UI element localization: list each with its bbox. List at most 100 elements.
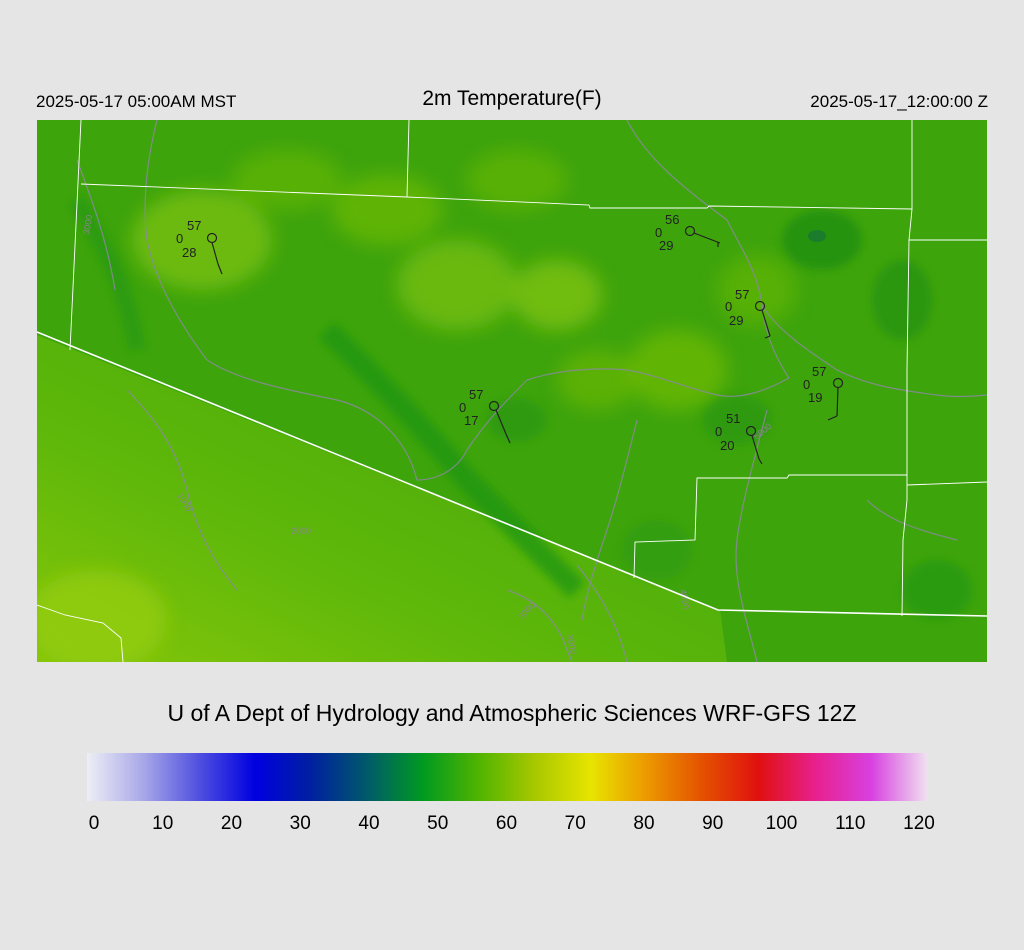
wind-barb bbox=[495, 409, 507, 435]
wind-barb bbox=[836, 387, 839, 417]
temperature-field bbox=[37, 150, 972, 662]
station-temp: 57 bbox=[735, 287, 749, 302]
warm-patch bbox=[467, 150, 567, 210]
warm-patch bbox=[717, 255, 797, 325]
colorbar-tick-label: 60 bbox=[495, 813, 518, 834]
warm-patch bbox=[232, 150, 342, 210]
contour-line bbox=[416, 379, 528, 481]
colorbar-tick-label: 0 bbox=[88, 813, 100, 834]
wind-barb bbox=[211, 242, 219, 265]
station-dewpoint: 17 bbox=[464, 413, 478, 428]
cool-patch bbox=[622, 520, 692, 580]
station-temp: 51 bbox=[726, 411, 740, 426]
wind-barb bbox=[761, 309, 771, 337]
colorbar-tick-label: 20 bbox=[220, 813, 243, 834]
station-cloud: 0 bbox=[655, 225, 662, 240]
county-line bbox=[633, 474, 907, 579]
cool-valley bbox=[319, 322, 585, 598]
station-temp: 57 bbox=[187, 218, 201, 233]
station-dewpoint: 29 bbox=[729, 313, 743, 328]
colorbar-tick-label: 10 bbox=[152, 813, 174, 834]
wind-barb bbox=[217, 263, 223, 275]
county-line bbox=[37, 604, 124, 662]
station-cloud: 0 bbox=[459, 400, 466, 415]
temperature-colorbar bbox=[87, 753, 927, 801]
contour-line bbox=[735, 409, 768, 662]
station-cloud: 0 bbox=[803, 377, 810, 392]
colorbar-tick-label: 110 bbox=[835, 813, 866, 834]
cool-patch bbox=[902, 560, 972, 620]
county-line bbox=[69, 120, 82, 351]
local-time-label: 2025-05-17 05:00AM MST bbox=[36, 92, 237, 111]
cool-patch bbox=[702, 395, 772, 445]
contour-line bbox=[506, 589, 573, 662]
station-plot: 51 0 20 bbox=[715, 411, 763, 465]
station-plot: 57 0 29 bbox=[725, 287, 771, 339]
colorbar-tick-label: 50 bbox=[427, 813, 449, 834]
colorbar-tick-label: 30 bbox=[289, 813, 311, 834]
station-dewpoint: 28 bbox=[182, 245, 196, 260]
wind-barb bbox=[758, 458, 763, 465]
temperature-map: 3000 3000 4000 5000 2000 1000 3000 57 0 … bbox=[37, 120, 987, 662]
warm-patch bbox=[332, 175, 442, 245]
colorbar-tick-label: 40 bbox=[358, 813, 380, 834]
station-plot: 57 0 17 bbox=[459, 387, 511, 444]
station-plot: 57 0 28 bbox=[176, 218, 223, 275]
contour-label: 2000 bbox=[291, 526, 311, 536]
station-plot: 57 0 19 bbox=[803, 364, 844, 421]
station-dewpoint: 19 bbox=[808, 390, 822, 405]
station-circle bbox=[488, 400, 500, 412]
wind-barb bbox=[827, 415, 838, 421]
contour-line bbox=[581, 419, 638, 621]
model-credit: U of A Dept of Hydrology and Atmospheric… bbox=[167, 700, 857, 726]
contour-line bbox=[576, 564, 628, 662]
colorbar-tick-label: 120 bbox=[903, 813, 935, 834]
cool-patches bbox=[69, 195, 972, 620]
colorbar-tick-label: 90 bbox=[702, 813, 724, 834]
contour-label: 3000 bbox=[81, 214, 94, 235]
wind-barb bbox=[764, 335, 771, 339]
station-circle bbox=[754, 300, 766, 312]
international-border bbox=[37, 331, 987, 617]
station-temp: 57 bbox=[469, 387, 483, 402]
wind-barb bbox=[751, 435, 760, 460]
contour-line bbox=[126, 389, 238, 591]
cool-patch bbox=[872, 260, 932, 340]
station-temp: 56 bbox=[665, 212, 679, 227]
boundaries bbox=[37, 120, 987, 662]
station-plots: 57 0 28 56 0 29 57 0 29 57 0 19 bbox=[176, 212, 844, 465]
warm-patch bbox=[512, 260, 602, 330]
contour-line bbox=[761, 304, 987, 398]
wind-barb bbox=[693, 232, 721, 244]
station-circle bbox=[684, 225, 696, 237]
station-circle bbox=[745, 425, 757, 437]
colorbar-tick-label: 70 bbox=[564, 813, 586, 834]
cool-patch bbox=[487, 398, 547, 442]
utc-time-label: 2025-05-17_12:00:00 Z bbox=[810, 92, 988, 111]
wind-barb bbox=[505, 433, 511, 444]
warm-patch bbox=[132, 190, 272, 290]
cool-valley bbox=[69, 195, 146, 352]
warm-patch bbox=[397, 240, 517, 330]
warm-patch bbox=[37, 570, 167, 662]
station-cloud: 0 bbox=[725, 299, 732, 314]
contour-label: 3000 bbox=[565, 634, 578, 655]
warm-patch bbox=[557, 350, 637, 410]
contour-line bbox=[76, 159, 116, 291]
colorbar-gradient bbox=[87, 753, 927, 801]
station-temp: 57 bbox=[812, 364, 826, 379]
county-line bbox=[406, 120, 410, 198]
warm-patches bbox=[37, 150, 797, 662]
county-line bbox=[901, 120, 913, 617]
contour-line bbox=[144, 120, 208, 361]
chart-title: 2m Temperature(F) bbox=[422, 87, 602, 110]
station-plot: 56 0 29 bbox=[655, 212, 721, 253]
contour-line bbox=[206, 359, 418, 481]
contour-line bbox=[626, 120, 790, 379]
station-dewpoint: 20 bbox=[720, 438, 734, 453]
cool-spot bbox=[808, 230, 826, 242]
station-cloud: 0 bbox=[176, 231, 183, 246]
colorbar-tick-label: 100 bbox=[765, 813, 798, 834]
contour-label: 4000 bbox=[678, 589, 691, 610]
contour-line bbox=[526, 368, 790, 397]
